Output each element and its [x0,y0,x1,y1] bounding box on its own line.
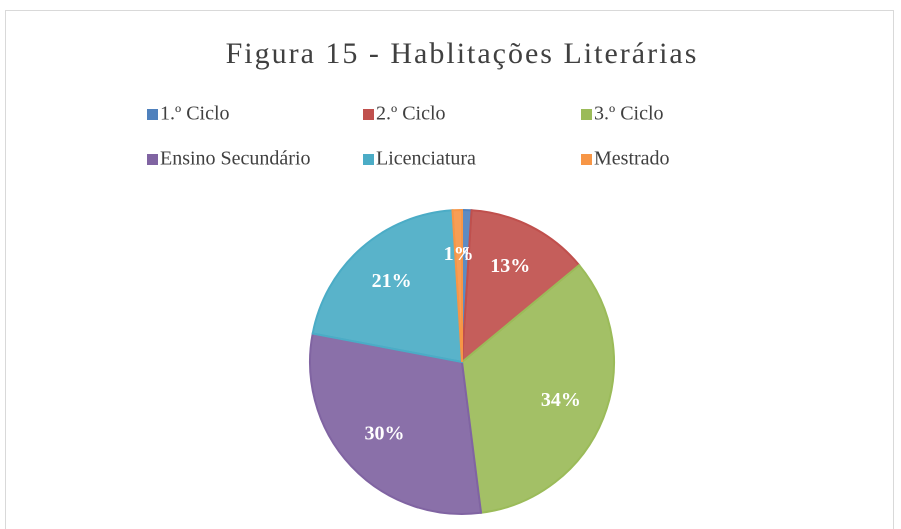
data-label: 21% [372,270,412,292]
legend-swatch [581,154,592,165]
legend-label: 1.º Ciclo [160,103,230,125]
data-label: 1% [444,243,474,265]
data-label: 34% [541,389,581,411]
data-label: 13% [490,255,530,277]
legend-swatch [363,109,374,120]
pie-slice [309,332,483,515]
pie-slice [460,263,615,514]
chart-title: Figura 15 - Hablitações Literárias [226,37,699,70]
pie-slice [311,209,464,364]
legend-label: Licenciatura [376,148,476,170]
pie-slice [460,209,581,365]
pie-slice [451,208,463,363]
legend-label: Mestrado [594,148,670,170]
legend-label: 3.º Ciclo [594,103,664,125]
legend-label: Ensino Secundário [160,148,311,170]
legend-swatch [363,154,374,165]
legend-label: 2.º Ciclo [376,103,446,125]
legend-swatch [581,109,592,120]
legend-swatch [147,154,158,165]
legend-swatch [147,109,158,120]
data-label: 30% [364,422,404,444]
